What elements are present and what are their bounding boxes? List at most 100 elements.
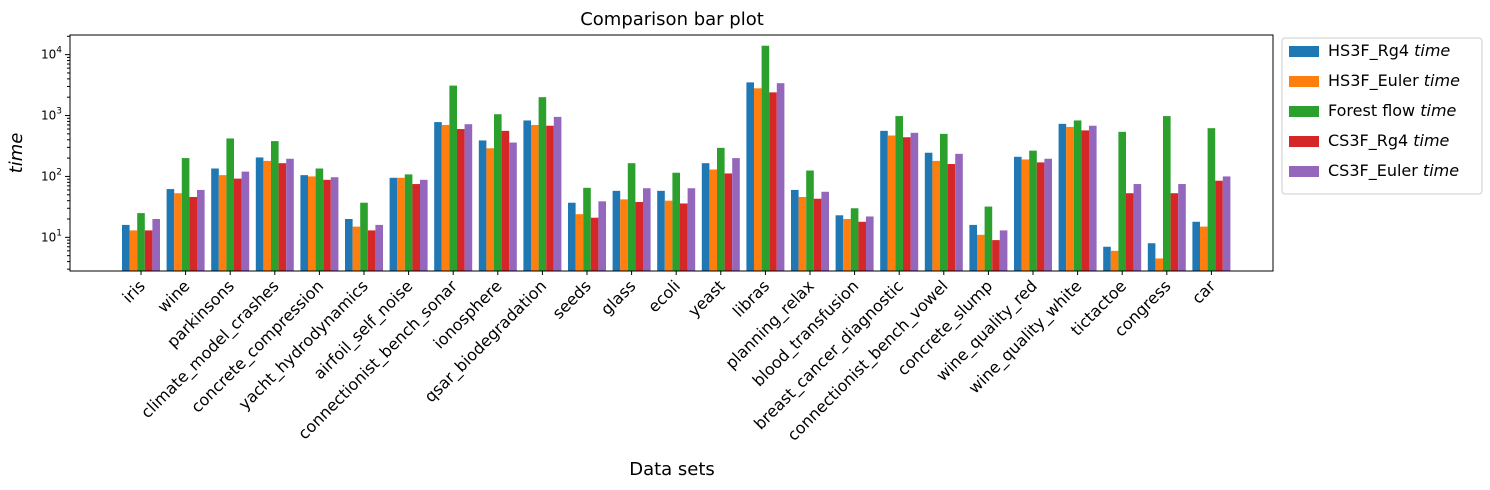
bar [300,175,308,271]
bar [709,169,717,271]
x-axis-label: Data sets [629,459,715,480]
bar [568,202,576,271]
bar [620,199,628,271]
bar [732,158,740,271]
bar [1147,243,1156,271]
x-tick-label: car [1188,276,1220,308]
bar [181,158,190,271]
bar [345,219,353,271]
x-tick-label: wine [153,276,193,316]
bar [323,179,331,271]
bar [657,190,665,271]
bar [940,133,948,271]
bar [241,171,250,271]
x-tick-label: glass [597,276,639,318]
bar [1207,128,1216,271]
bar [375,224,383,271]
bar [590,217,599,271]
bars-group [122,45,1231,272]
bar [1029,150,1037,271]
bar [420,179,428,271]
bar [798,196,807,271]
chart-title: Comparison bar plot [580,9,764,30]
bar [330,177,339,271]
bar [486,148,494,271]
bar [286,158,294,271]
bar [1110,250,1119,271]
bar [1073,120,1082,271]
bar [969,224,977,271]
bar [255,157,264,271]
bar [1044,158,1052,271]
y-tick-label: 101 [41,228,62,244]
bar [627,163,636,271]
plot-frame [69,34,1274,272]
bar [583,187,591,271]
bar [1014,156,1022,271]
bar [672,172,680,271]
bar [464,124,473,272]
bar [680,203,688,271]
bar [1163,116,1171,271]
x-tick-label: seeds [549,276,595,322]
bar [218,175,227,271]
bar [895,116,903,271]
bar [806,170,814,271]
bar [538,97,547,271]
bar [1089,125,1097,271]
bar [984,206,993,271]
bar [947,164,956,271]
bar [910,132,919,271]
bar [546,125,554,271]
bar [404,174,413,271]
bar [843,219,851,271]
legend-label: HS3F_Rg4 time [1328,41,1450,61]
bar [1058,123,1067,271]
bar [1118,131,1126,271]
legend-swatch [1289,166,1319,177]
bar [999,230,1008,271]
bar [754,88,762,271]
bar [1178,184,1186,271]
bar [553,116,562,271]
bar [412,184,420,271]
bar [664,200,673,271]
bar [1081,130,1089,271]
legend-swatch [1289,76,1319,87]
bar [197,189,205,271]
legend-label: HS3F_Euler time [1328,71,1460,91]
bar [315,168,324,271]
bar [234,178,242,271]
bar [635,202,643,271]
bar [1036,162,1045,271]
bar [992,240,1000,271]
bar [924,152,933,271]
legend-swatch [1289,136,1319,147]
x-tick-label: iris [119,276,149,306]
bar [144,230,153,271]
bar [955,153,963,271]
bar [352,226,361,271]
bar [531,124,539,272]
bar [746,82,754,271]
bar [858,221,866,271]
bar [523,120,531,271]
bar [174,193,182,271]
bar [129,230,138,271]
bar [575,214,584,271]
bar [271,141,279,271]
bar [761,45,770,271]
bar [189,196,197,271]
bar [932,160,940,271]
bar [389,177,398,271]
x-tick-label: yeast [684,276,728,320]
bar [152,219,160,271]
bar [821,191,829,271]
bar [226,138,234,271]
bar [509,142,517,271]
y-axis: 101 102 103 104 [41,35,70,270]
bar [724,173,733,271]
bar [791,189,799,271]
bar [1066,126,1074,271]
bar [1222,176,1231,271]
